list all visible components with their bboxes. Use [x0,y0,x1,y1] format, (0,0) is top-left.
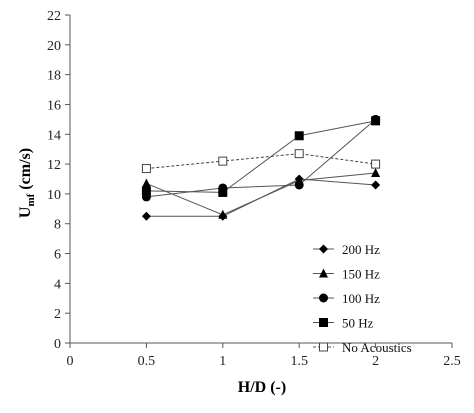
legend-marker [319,342,328,352]
series [141,114,381,202]
legend-item: 200 Hz [313,242,380,257]
data-point [294,180,304,190]
y-axis-title: Umf (cm/s) [17,148,37,218]
y-axis-title-subscript: mf [25,193,37,206]
y-tick-label: 12 [47,158,61,173]
y-axis-ticks: 0 2 4 6 8 10 12 14 16 18 20 22 [47,9,70,352]
data-point [141,186,151,196]
series-line [146,120,376,193]
data-point [141,211,151,221]
x-tick-label: 0.5 [138,354,156,369]
data-point [141,178,151,188]
legend-label: 50 Hz [342,316,374,331]
y-tick-label: 6 [54,248,61,263]
series-line [146,118,376,198]
legend-marker [319,268,328,278]
legend-marker [319,244,328,254]
data-point [371,116,381,126]
series-layer [141,114,381,221]
x-axis-title: H/D (-) [238,379,286,396]
y-tick-label: 22 [47,9,61,24]
y-tick-label: 0 [54,337,61,352]
legend-item: 150 Hz [313,267,380,282]
legend-item: 50 Hz [313,316,374,331]
legend-item: 100 Hz [313,291,380,306]
series-line [146,153,376,170]
y-tick-label: 2 [54,307,61,322]
y-tick-label: 10 [47,188,61,203]
x-tick-label: 2 [372,354,379,369]
y-tick-label: 14 [47,128,61,143]
data-point [371,168,381,178]
data-point [371,180,381,190]
x-tick-label: 1.5 [290,354,308,369]
series-line [146,172,376,216]
y-axis-title-unit: (cm/s) [17,148,34,194]
x-tick-label: 2.5 [443,354,461,369]
x-tick-label: 0 [67,354,74,369]
x-tick-label: 1 [219,354,226,369]
legend-label: 150 Hz [342,267,380,282]
y-tick-label: 16 [47,98,61,113]
legend-label: No Acoustics [342,340,412,355]
y-tick-label: 18 [47,69,61,84]
data-point [141,164,151,174]
data-point [218,156,228,166]
data-point [371,159,381,169]
chart-axes [69,15,452,344]
legend-marker [319,293,328,303]
y-tick-label: 20 [47,39,61,54]
data-point [218,209,228,219]
series [141,116,381,197]
legend: 200 Hz 150 Hz 100 Hz 50 Hz No Acoustics [313,242,412,355]
legend-marker [319,318,328,327]
y-axis-title-main: U [17,206,34,218]
legend-item: No Acoustics [313,340,412,355]
x-axis-ticks: 0 0.5 1 1.5 2 2.5 [67,343,461,369]
y-tick-label: 4 [54,277,61,292]
data-point [294,149,304,159]
legend-label: 200 Hz [342,242,380,257]
data-point [218,187,228,197]
y-tick-label: 8 [54,218,61,233]
legend-label: 100 Hz [342,291,380,306]
series [141,149,381,174]
data-point [294,131,304,141]
